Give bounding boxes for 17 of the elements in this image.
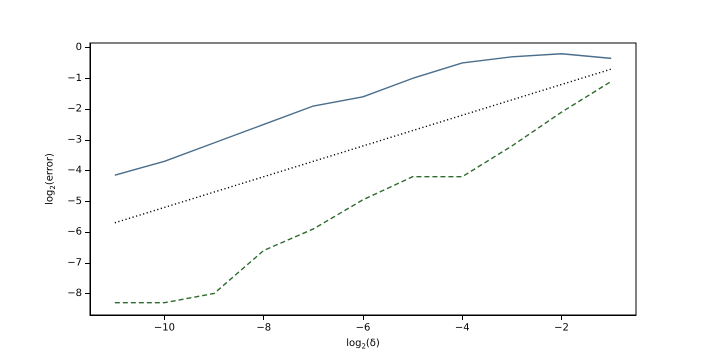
y-tick-label: −4 [67,165,82,176]
y-tick-label: −1 [67,72,82,84]
line-series [114,80,612,304]
y-tick-label: −3 [67,134,82,146]
x-tick-label: −10 [154,322,176,334]
x-tick-label: −2 [554,322,569,334]
line-series [114,68,612,224]
y-tick-label: −8 [67,288,82,299]
x-tick-label: −4 [454,322,470,334]
y-tick-label: −2 [67,104,82,115]
y-tick-label: −5 [67,196,82,207]
y-tick-label: 0 [76,42,82,54]
x-tick-label: −6 [356,322,370,334]
y-tick-label: −7 [67,257,82,268]
line-series [114,53,612,176]
x-tick-label: −8 [256,322,272,334]
y-tick-label: −6 [67,226,82,238]
